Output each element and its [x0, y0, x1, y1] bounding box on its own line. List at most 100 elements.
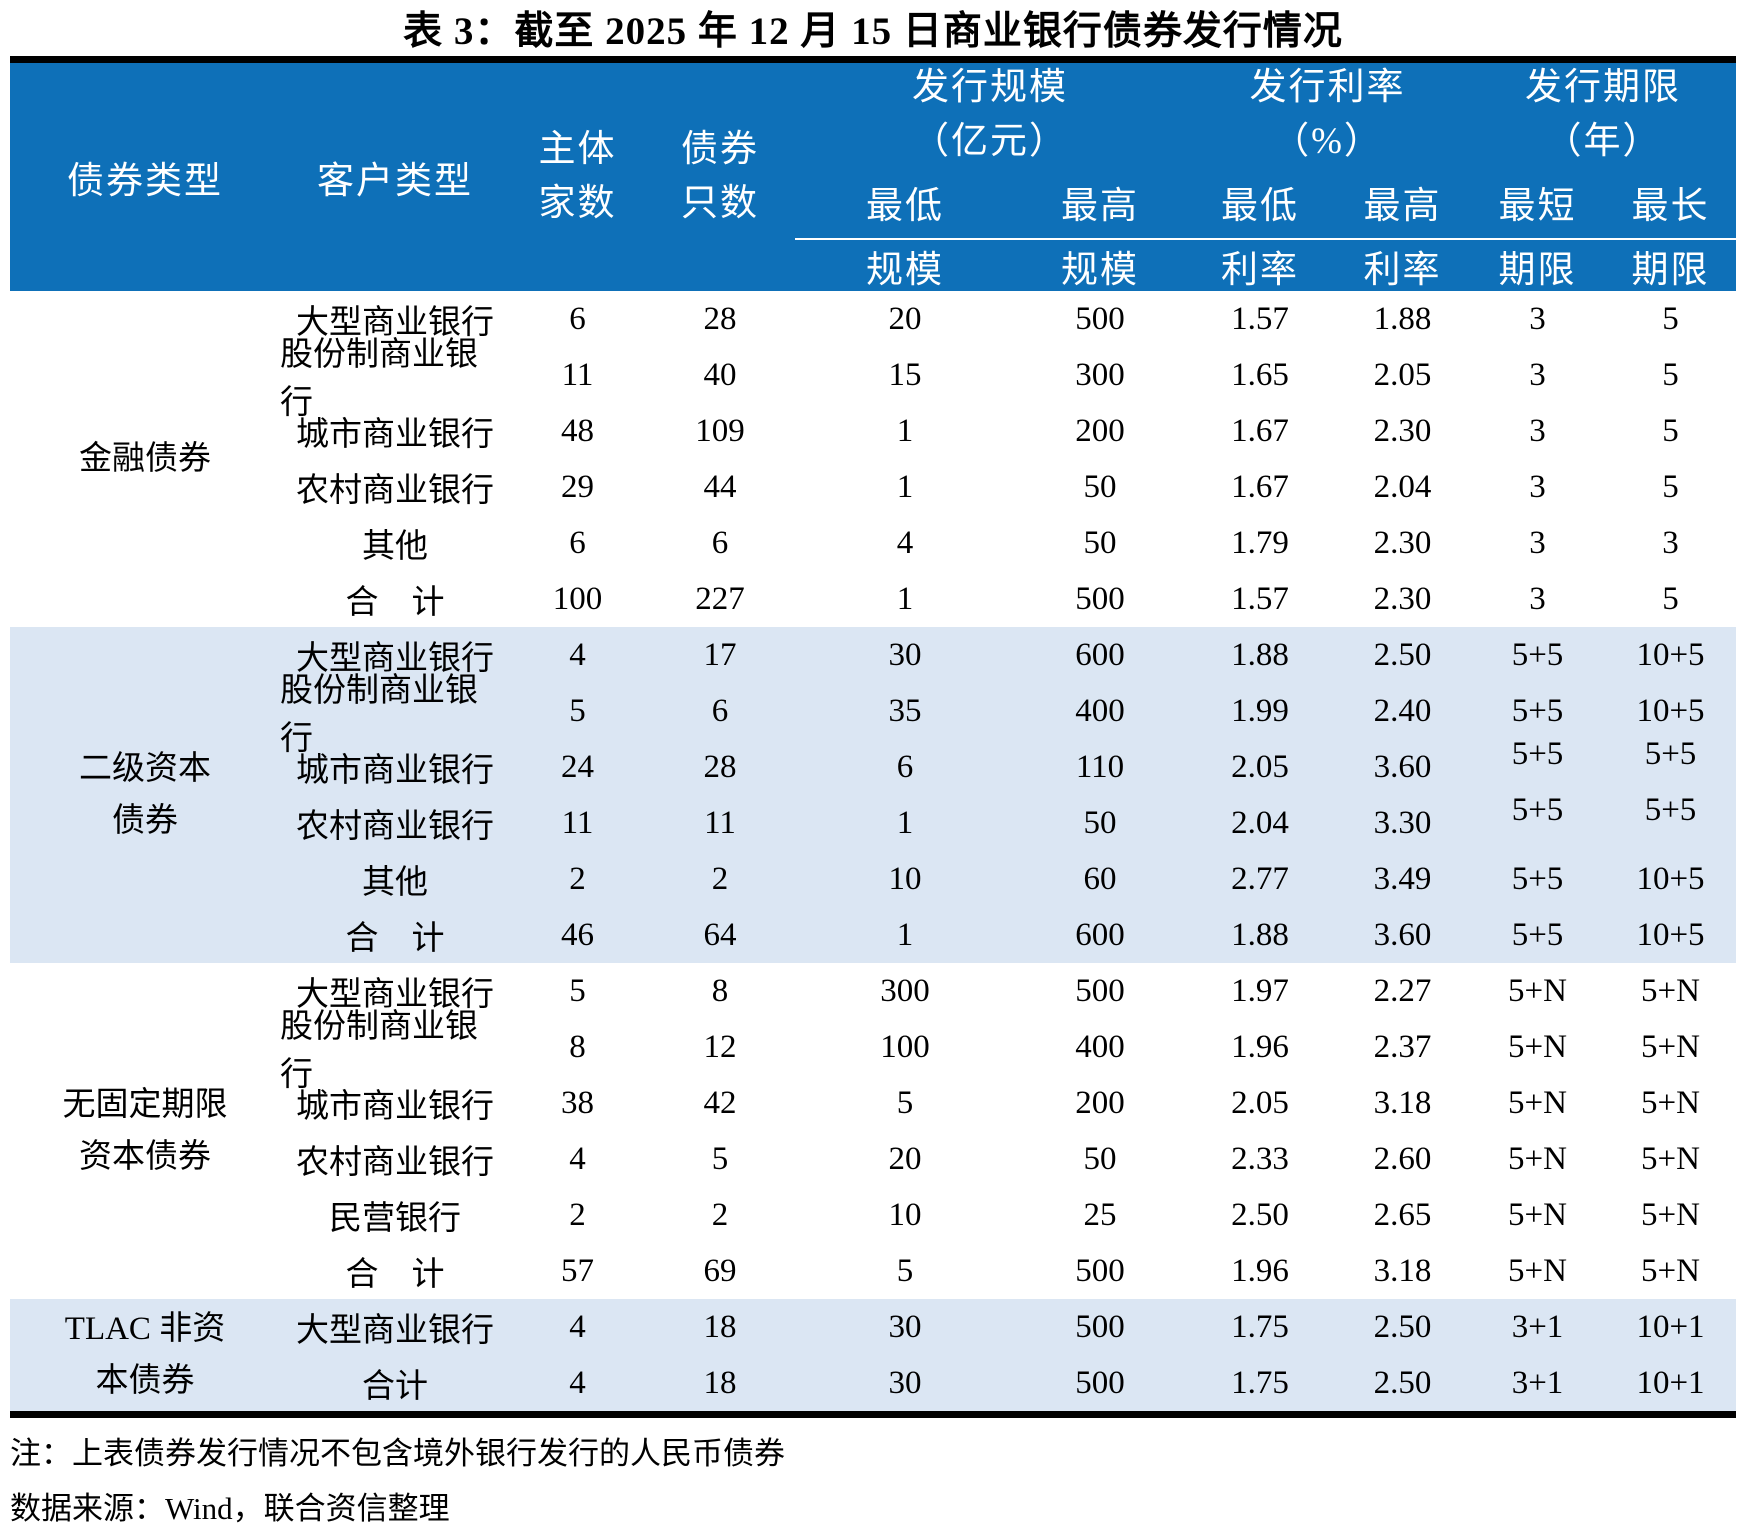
table-section-1: 二级资本 债券 大型商业银行 4 17 30 600 1.88 2.50 5+5 10+5 股份制商业… — [10, 627, 1736, 963]
table-note: 注：上表债券发行情况不包含境外银行发行的人民币债券 — [10, 1436, 785, 1471]
max-rate-cell: 2.50 — [1373, 636, 1432, 673]
entity-count-cell: 2 — [569, 860, 586, 897]
max-term-cell: 5 — [1662, 300, 1679, 337]
col-header-customer-type: 客户类型 — [317, 161, 473, 202]
bond-count-cell: 2 — [711, 1196, 729, 1233]
col-header-max-size-line2: 规模 — [1015, 238, 1185, 291]
customer-type-cell: 民营银行 — [329, 1201, 461, 1237]
bond-count-cell: 109 — [695, 412, 745, 449]
customer-type-cell: 城市商业银行 — [296, 753, 494, 789]
bond-type-label-line: 资本债券 — [79, 1139, 211, 1175]
max-rate-cell: 2.60 — [1373, 1140, 1432, 1177]
bond-count-cell: 40 — [703, 356, 737, 393]
min-term-cell: 5+5 — [1511, 791, 1564, 828]
col-group-issue-rate-label: 发行利率 — [1249, 66, 1406, 108]
bond-count-cell: 2 — [711, 860, 729, 897]
table-section-0: 金融债券 大型商业银行 6 28 20 500 1.57 1.88 3 5 股份制商业银行 11 40 1… — [10, 291, 1736, 627]
max-term-cell: 10+1 — [1636, 1308, 1705, 1345]
entity-count-cell: 24 — [561, 748, 594, 785]
max-term-cell: 5+5 — [1644, 735, 1697, 772]
min-size-cell: 1 — [896, 580, 914, 617]
min-size-cell: 10 — [888, 1196, 922, 1233]
bond-count-cell: 6 — [711, 524, 729, 561]
min-size-cell: 4 — [896, 524, 914, 561]
col-header-bond-type: 债券类型 — [67, 161, 223, 202]
min-rate-cell: 1.96 — [1231, 1252, 1289, 1289]
entity-count-cell: 29 — [561, 468, 594, 505]
entity-count-cell: 5 — [569, 972, 586, 1009]
max-rate-cell: 3.30 — [1373, 804, 1432, 841]
col-header-entity-count-line2: 家数 — [538, 183, 617, 224]
min-rate-cell: 1.88 — [1231, 636, 1289, 673]
min-size-cell: 100 — [880, 1028, 930, 1065]
top-rule — [10, 56, 1736, 63]
col-header-bond-count: 债券 只数 — [645, 63, 795, 291]
customer-type-cell: 合 计 — [345, 1257, 445, 1293]
max-term-cell: 10+5 — [1636, 916, 1705, 953]
entity-count-cell: 2 — [569, 1196, 586, 1233]
bond-count-cell: 44 — [703, 468, 737, 505]
bond-type-label-line: 无固定期限 — [62, 1087, 228, 1123]
min-rate-cell: 1.57 — [1231, 300, 1289, 337]
max-term-cell: 5+N — [1641, 1084, 1700, 1121]
max-term-cell: 5 — [1662, 412, 1679, 449]
min-term-cell: 3+1 — [1511, 1364, 1564, 1401]
entity-count-cell: 8 — [569, 1028, 586, 1065]
min-term-cell: 5+5 — [1511, 735, 1564, 772]
max-size-cell: 600 — [1075, 916, 1125, 953]
entity-count-cell: 46 — [561, 916, 594, 953]
max-rate-cell: 3.60 — [1373, 748, 1432, 785]
customer-type-cell: 其他 — [362, 865, 428, 901]
min-rate-cell: 2.33 — [1231, 1140, 1289, 1177]
entity-count-cell: 11 — [561, 356, 594, 393]
entity-count-cell: 4 — [569, 1140, 586, 1177]
max-size-cell: 400 — [1075, 1028, 1125, 1065]
min-rate-cell: 1.99 — [1231, 692, 1289, 729]
max-rate-cell: 2.27 — [1373, 972, 1432, 1009]
col-group-issue-size: 发行规模 （亿元） — [795, 63, 1185, 166]
min-rate-cell: 1.97 — [1231, 972, 1289, 1009]
col-group-issue-size-unit: （亿元） — [912, 120, 1068, 162]
max-size-cell: 500 — [1075, 300, 1125, 337]
bond-count-cell: 5 — [711, 1140, 729, 1177]
max-size-cell: 50 — [1083, 1140, 1117, 1177]
bond-type-label-line: 金融债券 — [79, 441, 211, 477]
bond-count-cell: 28 — [703, 748, 737, 785]
col-group-issue-size-label: 发行规模 — [912, 66, 1068, 108]
min-rate-cell: 2.50 — [1231, 1196, 1289, 1233]
max-size-cell: 500 — [1075, 1252, 1125, 1289]
max-size-cell: 300 — [1075, 356, 1125, 393]
min-term-cell: 5+5 — [1511, 916, 1564, 953]
max-term-cell: 5+5 — [1644, 791, 1697, 828]
customer-type-cell: 城市商业银行 — [296, 1089, 494, 1125]
col-header-min-rate-line1: 最低 — [1221, 186, 1299, 227]
entity-count-cell: 6 — [569, 300, 586, 337]
min-size-cell: 5 — [896, 1252, 914, 1289]
col-header-bond-count-line2: 只数 — [681, 183, 759, 224]
table-header: 债券类型 客户类型 主体 家数 债券 只数 发行规模 （亿元） 发行利率 （%）… — [10, 63, 1736, 291]
max-term-cell: 5 — [1662, 580, 1679, 617]
customer-type-cell: 其他 — [362, 529, 428, 565]
min-size-cell: 15 — [888, 356, 922, 393]
min-term-cell: 3 — [1529, 412, 1546, 449]
min-term-cell: 5+N — [1508, 1196, 1567, 1233]
col-header-bond-count-line1: 债券 — [681, 129, 759, 170]
min-rate-cell: 1.79 — [1231, 524, 1289, 561]
col-header-max-size-line1: 最高 — [1061, 186, 1139, 227]
col-header-entity-count: 主体 家数 — [510, 63, 645, 291]
max-term-cell: 10+5 — [1636, 860, 1705, 897]
min-term-cell: 5+N — [1508, 1252, 1567, 1289]
bond-count-cell: 8 — [711, 972, 729, 1009]
bond-type-label: 无固定期限 资本债券 — [10, 963, 280, 1299]
max-rate-cell: 2.30 — [1373, 580, 1432, 617]
col-group-issue-term-label: 发行期限 — [1525, 66, 1681, 108]
bond-count-cell: 64 — [703, 916, 737, 953]
max-rate-cell: 2.30 — [1373, 412, 1432, 449]
max-term-cell: 10+5 — [1636, 692, 1705, 729]
bond-count-cell: 12 — [703, 1028, 737, 1065]
max-size-cell: 60 — [1083, 860, 1117, 897]
min-size-cell: 6 — [896, 748, 914, 785]
customer-type-cell: 股份制商业银行 — [280, 337, 478, 421]
min-term-cell: 5+N — [1508, 1140, 1567, 1177]
min-rate-cell: 1.67 — [1231, 468, 1289, 505]
